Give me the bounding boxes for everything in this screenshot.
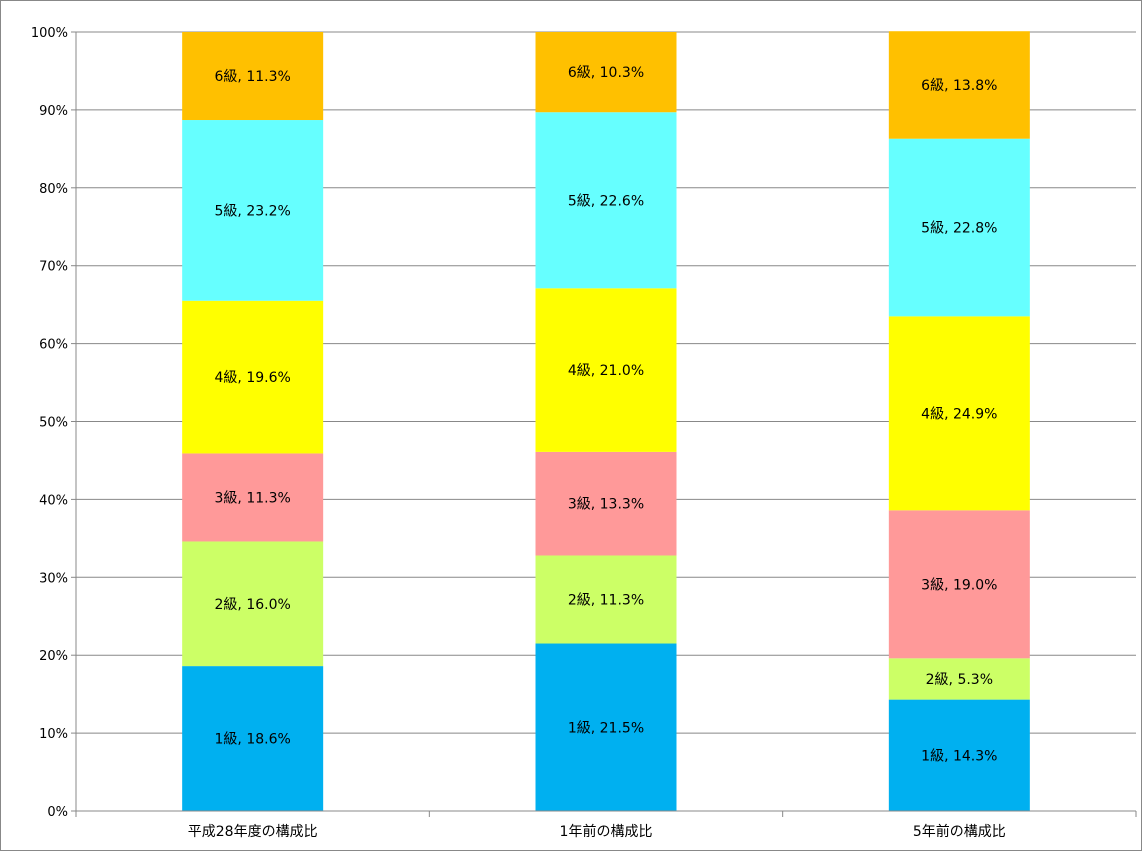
bars: 1級, 18.6% 2級, 16.0% 3級, 11.3% 4級, 19.6% 5級, … [182, 31, 1030, 811]
x-axis-category-labels: 平成28年度の構成比 1年前の構成比 5年前の構成比 [188, 823, 1006, 840]
data-label: 4級, 19.6% [215, 370, 291, 386]
bar-segment [888, 316, 1030, 511]
data-label: 1級, 21.5% [568, 720, 644, 736]
bar-segment [888, 658, 1030, 700]
data-label: 6級, 10.3% [568, 65, 644, 81]
y-axis-tick-labels: 0% 10% 20% 30% 40% 50% 60% 70% 80% 90% 100% [31, 26, 68, 820]
data-label: 6級, 13.8% [921, 78, 997, 94]
bar-segment [182, 666, 324, 811]
bar-segment [888, 31, 1030, 139]
bar-segment [888, 699, 1030, 811]
bar-segment [535, 451, 677, 556]
bar-segment [888, 138, 1030, 317]
data-label: 1級, 18.6% [215, 732, 291, 748]
data-label: 1級, 14.3% [921, 748, 997, 764]
y-tick-label: 10% [39, 727, 68, 742]
axes [71, 31, 1137, 817]
bar-segment [535, 643, 677, 811]
data-label: 5級, 22.6% [568, 193, 644, 209]
bar-segment [535, 288, 677, 452]
data-label: 3級, 19.0% [921, 577, 997, 593]
data-label: 2級, 16.0% [215, 597, 291, 613]
y-tick-label: 30% [39, 571, 68, 586]
data-label: 4級, 24.9% [921, 406, 997, 422]
y-tick-label: 0% [47, 805, 68, 820]
y-tick-label: 90% [39, 104, 68, 119]
bar-segment [182, 300, 324, 454]
data-label: 6級, 11.3% [215, 69, 291, 85]
bar-segment [535, 112, 677, 289]
bar-segment [182, 120, 324, 301]
bar-segment [182, 541, 324, 667]
bar-segment [535, 555, 677, 644]
data-label: 4級, 21.0% [568, 363, 644, 379]
y-tick-label: 80% [39, 182, 68, 197]
y-tick-label: 60% [39, 338, 68, 353]
y-tick-label: 40% [39, 493, 68, 508]
y-tick-label: 20% [39, 649, 68, 664]
x-category-label: 平成28年度の構成比 [188, 824, 318, 840]
x-category-label: 5年前の構成比 [913, 823, 1006, 840]
y-tick-label: 70% [39, 260, 68, 275]
y-tick-label: 100% [31, 26, 68, 41]
data-label: 5級, 23.2% [215, 203, 291, 219]
data-label: 3級, 11.3% [215, 490, 291, 506]
data-label: 3級, 13.3% [568, 497, 644, 513]
bar-segment [182, 32, 324, 121]
data-label: 5級, 22.8% [921, 221, 997, 237]
y-tick-label: 50% [39, 416, 68, 431]
bar-segment [182, 453, 324, 542]
x-category-label: 1年前の構成比 [560, 823, 653, 840]
bar-segment [535, 32, 677, 113]
data-label: 2級, 5.3% [926, 672, 993, 688]
data-label: 2級, 11.3% [568, 593, 644, 609]
bar-segment [888, 510, 1030, 659]
